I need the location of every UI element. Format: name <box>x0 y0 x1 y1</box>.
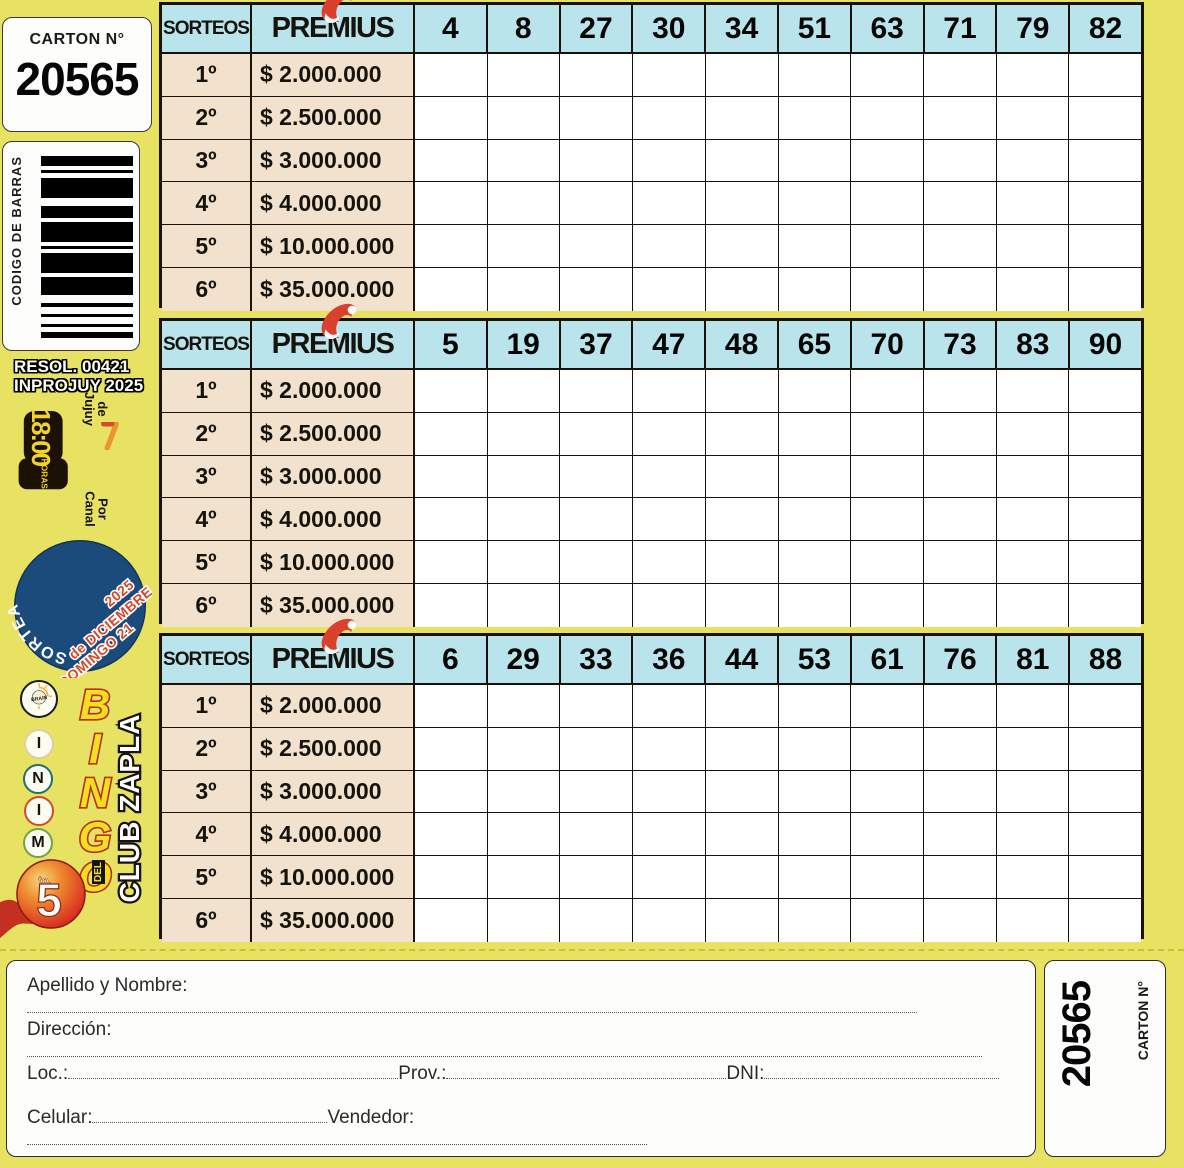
svg-text:CLUB ZAPLA: CLUB ZAPLA <box>114 714 145 903</box>
svg-text:N: N <box>80 769 112 816</box>
svg-text:5: 5 <box>36 874 62 926</box>
svg-text:HORAS: HORAS <box>39 459 49 490</box>
svg-text:I: I <box>89 725 102 772</box>
svg-text:B: B <box>80 683 110 728</box>
